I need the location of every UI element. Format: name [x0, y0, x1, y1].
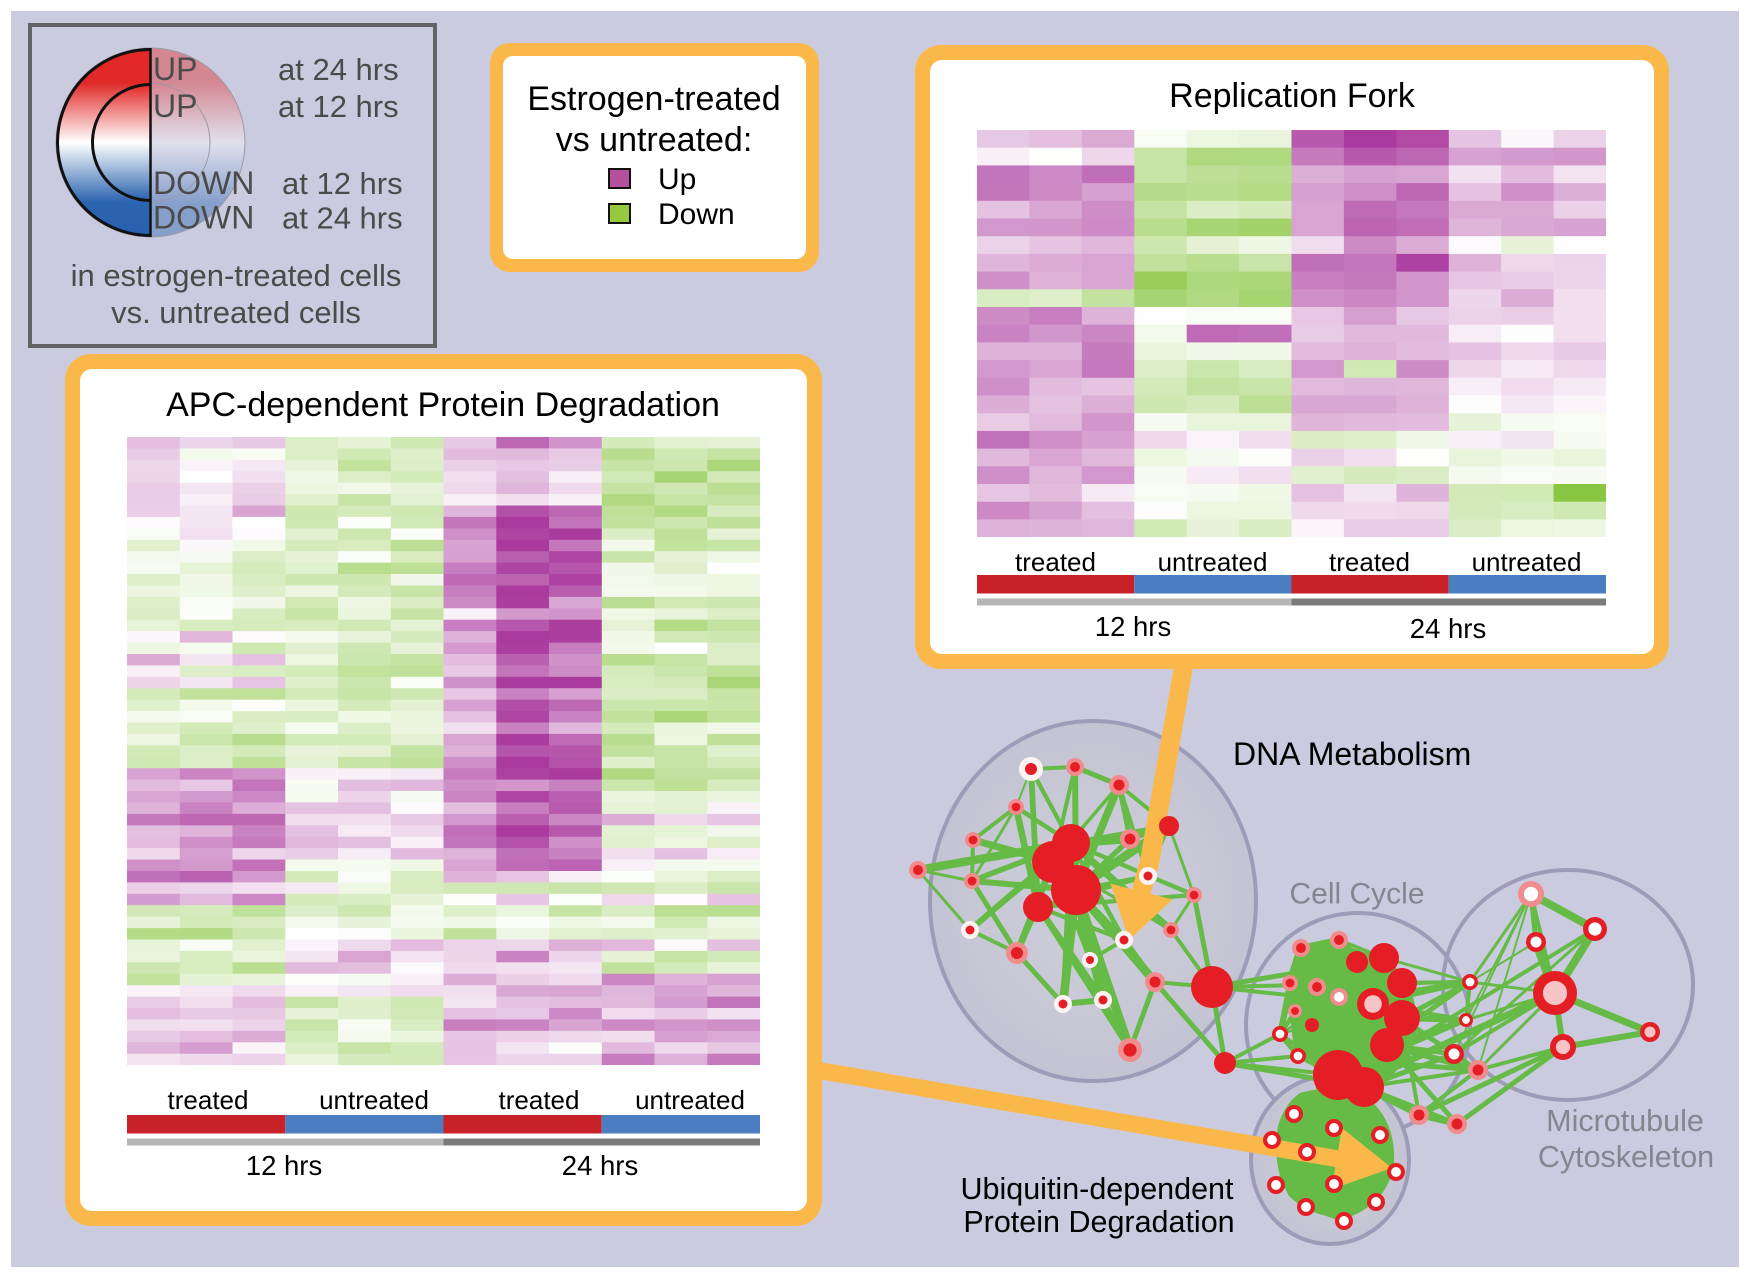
svg-text:DOWN: DOWN [153, 165, 254, 201]
svg-text:at 12 hrs: at 12 hrs [278, 89, 399, 124]
svg-text:untreated: untreated [319, 1085, 429, 1115]
svg-text:at 12 hrs: at 12 hrs [282, 166, 403, 201]
svg-text:untreated: untreated [635, 1085, 745, 1115]
svg-text:Microtubule: Microtubule [1546, 1104, 1704, 1138]
svg-text:Protein Degradation: Protein Degradation [963, 1205, 1234, 1239]
svg-text:Up: Up [658, 163, 696, 196]
svg-text:in estrogen-treated cells: in estrogen-treated cells [71, 258, 402, 293]
svg-text:treated: treated [1015, 547, 1096, 577]
svg-text:at 24 hrs: at 24 hrs [282, 201, 403, 236]
svg-text:at 24 hrs: at 24 hrs [278, 52, 399, 87]
svg-text:12 hrs: 12 hrs [246, 1150, 322, 1181]
svg-text:treated: treated [168, 1085, 249, 1115]
svg-text:24 hrs: 24 hrs [562, 1150, 638, 1181]
svg-text:Cytoskeleton: Cytoskeleton [1538, 1140, 1714, 1174]
svg-text:vs. untreated cells: vs. untreated cells [111, 295, 361, 330]
svg-text:Replication Fork: Replication Fork [1169, 77, 1416, 115]
svg-text:DOWN: DOWN [153, 200, 254, 236]
svg-text:treated: treated [1329, 547, 1410, 577]
svg-text:APC-dependent Protein Degradat: APC-dependent Protein Degradation [166, 386, 720, 424]
svg-text:Ubiquitin-dependent: Ubiquitin-dependent [960, 1172, 1234, 1206]
svg-text:untreated: untreated [1158, 547, 1268, 577]
svg-text:UP: UP [153, 51, 197, 87]
svg-text:DNA Metabolism: DNA Metabolism [1233, 736, 1471, 772]
svg-text:Cell Cycle: Cell Cycle [1290, 878, 1425, 911]
svg-text:Down: Down [658, 198, 735, 231]
svg-text:UP: UP [153, 88, 197, 124]
svg-text:12 hrs: 12 hrs [1095, 611, 1171, 642]
svg-text:24 hrs: 24 hrs [1410, 613, 1486, 644]
svg-text:untreated: untreated [1472, 547, 1582, 577]
svg-text:Estrogen-treated: Estrogen-treated [527, 80, 780, 118]
svg-text:vs untreated:: vs untreated: [556, 121, 753, 159]
svg-text:treated: treated [499, 1085, 580, 1115]
